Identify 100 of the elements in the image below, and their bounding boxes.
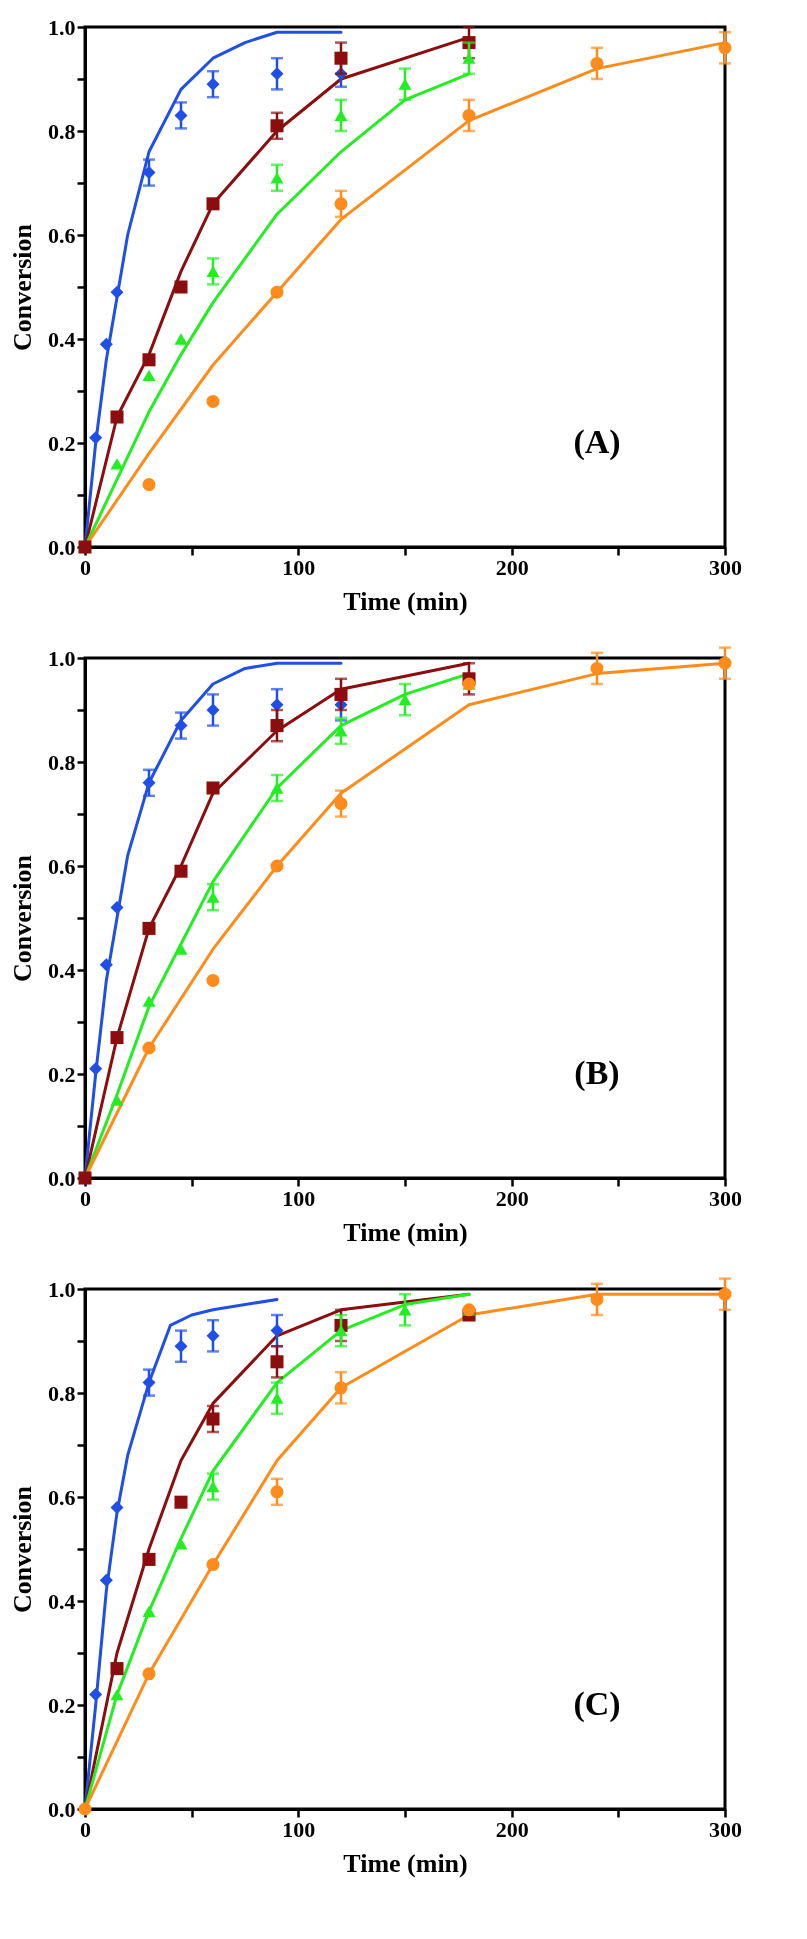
point: [142, 1041, 156, 1055]
point: [174, 1339, 188, 1353]
y-tick-label: 0.6: [48, 853, 76, 879]
point: [590, 1292, 604, 1306]
y-tick-label: 0.8: [48, 749, 76, 775]
y-tick-label: 1.0: [48, 645, 76, 671]
point: [270, 172, 284, 184]
point: [110, 1500, 124, 1514]
point: [206, 1329, 220, 1343]
point: [110, 1662, 124, 1676]
point: [142, 776, 156, 790]
x-tick-label: 100: [282, 1185, 316, 1211]
point: [99, 337, 113, 351]
point: [206, 781, 220, 795]
y-tick-label: 0.2: [48, 1061, 76, 1087]
point: [270, 1355, 284, 1369]
point: [174, 108, 188, 122]
x-tick-label: 300: [709, 1816, 742, 1842]
point: [270, 67, 284, 81]
y-axis-title: Conversion: [8, 223, 37, 352]
point: [99, 1573, 113, 1587]
point: [270, 1324, 284, 1338]
point: [334, 1381, 348, 1395]
point: [270, 1485, 284, 1499]
y-tick-label: 0.4: [48, 1588, 76, 1614]
y-tick-label: 0.8: [48, 118, 76, 144]
x-axis-title: Time (min): [343, 1848, 468, 1878]
point: [142, 1376, 156, 1390]
point: [110, 410, 124, 424]
point: [174, 333, 188, 345]
y-tick-label: 0.2: [48, 430, 76, 456]
point: [142, 353, 156, 367]
y-tick-label: 0.0: [48, 1165, 76, 1191]
point: [334, 725, 348, 737]
y-tick-label: 0.0: [48, 534, 76, 560]
x-axis-title: Time (min): [343, 1217, 468, 1247]
point: [142, 478, 156, 492]
point: [174, 1495, 188, 1509]
x-tick-label: 200: [495, 554, 529, 580]
y-tick-label: 1.0: [48, 1276, 76, 1302]
point: [89, 1062, 103, 1076]
point: [142, 921, 156, 935]
point: [110, 285, 124, 299]
point: [398, 1304, 412, 1316]
point: [206, 891, 220, 903]
point: [206, 394, 220, 408]
point: [99, 958, 113, 972]
x-tick-label: 0: [80, 1185, 91, 1211]
point: [206, 1558, 220, 1572]
x-tick-label: 100: [282, 1816, 316, 1842]
point: [718, 41, 732, 55]
point: [270, 719, 284, 733]
point: [590, 56, 604, 70]
x-tick-label: 300: [709, 1185, 742, 1211]
x-tick-label: 200: [495, 1185, 529, 1211]
point: [110, 458, 124, 470]
point: [142, 1667, 156, 1681]
x-tick-label: 0: [80, 1816, 91, 1842]
annotation: (C): [573, 1685, 621, 1723]
point: [110, 1031, 124, 1045]
y-tick-label: 0.8: [48, 1380, 76, 1406]
point: [142, 1605, 156, 1618]
point: [462, 52, 476, 64]
point: [206, 77, 220, 91]
point: [142, 1552, 156, 1566]
point: [270, 1392, 284, 1404]
y-axis-title: Conversion: [8, 1485, 37, 1614]
point: [206, 265, 220, 278]
point: [110, 1094, 124, 1106]
y-axis-title: Conversion: [8, 854, 37, 983]
point: [206, 973, 220, 987]
annotation: (B): [574, 1054, 620, 1092]
y-tick-label: 0.4: [48, 326, 76, 352]
point: [590, 661, 604, 675]
point: [206, 703, 220, 717]
y-tick-label: 0.6: [48, 222, 76, 248]
y-tick-label: 0.6: [48, 1484, 76, 1510]
point: [174, 280, 188, 294]
y-tick-label: 0.2: [48, 1692, 76, 1718]
point: [174, 719, 188, 733]
point: [334, 109, 348, 122]
annotation: (A): [573, 423, 621, 461]
point: [334, 197, 348, 211]
y-tick-label: 0.4: [48, 957, 76, 983]
point: [462, 108, 476, 122]
point: [174, 1538, 188, 1550]
point: [270, 285, 284, 299]
point: [89, 1688, 103, 1702]
point: [206, 1412, 220, 1426]
point: [398, 78, 412, 90]
y-tick-label: 0.0: [48, 1796, 76, 1822]
point: [270, 859, 284, 873]
point: [110, 1688, 124, 1701]
point: [174, 864, 188, 878]
point: [110, 901, 124, 915]
point: [270, 119, 284, 133]
point: [718, 656, 732, 670]
point: [206, 197, 220, 211]
x-tick-label: 0: [80, 554, 91, 580]
point: [334, 687, 348, 701]
